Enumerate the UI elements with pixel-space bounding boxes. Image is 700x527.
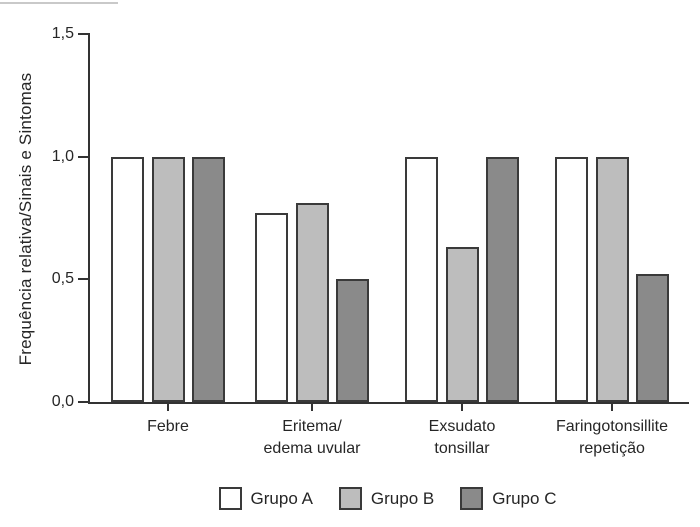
legend-label: Grupo A bbox=[250, 488, 313, 508]
x-category-label: Faringotonsillite repetição bbox=[555, 418, 669, 457]
legend: Grupo A Grupo B Grupo C bbox=[88, 487, 687, 510]
bar-grupo-c bbox=[192, 156, 225, 402]
y-axis-tick bbox=[78, 155, 90, 158]
legend-entry: Grupo A bbox=[218, 487, 313, 510]
bar-grupo-a bbox=[255, 213, 288, 402]
y-axis-tick bbox=[78, 278, 90, 281]
legend-swatch bbox=[218, 487, 242, 510]
bar-grupo-a bbox=[405, 156, 438, 402]
y-axis-tick-label: 0,5 bbox=[51, 270, 74, 288]
y-axis-title: Frequência relativa/Sinais e Sintomas bbox=[16, 72, 35, 366]
y-axis-tick-label: 0,0 bbox=[51, 393, 74, 410]
bar-grupo-c bbox=[636, 274, 669, 402]
y-axis-tick bbox=[78, 401, 90, 403]
legend-label: Grupo B bbox=[370, 488, 435, 508]
x-axis-tick bbox=[461, 402, 463, 411]
bar-grupo-b bbox=[445, 247, 479, 402]
bar-grupo-c bbox=[336, 279, 369, 402]
bar-group bbox=[111, 34, 225, 402]
x-axis-tick bbox=[611, 402, 613, 411]
legend-entry: Grupo B bbox=[338, 487, 435, 510]
y-axis-tick-label: 1,0 bbox=[51, 147, 74, 165]
bar-grupo-c bbox=[486, 156, 519, 402]
bar-grupo-b bbox=[295, 203, 329, 402]
bar-grupo-b bbox=[151, 156, 185, 402]
bar-group bbox=[255, 34, 369, 402]
y-axis-tick-label: 1,5 bbox=[51, 25, 74, 42]
x-category-label: Exsudato tonsillar bbox=[428, 418, 496, 457]
y-axis-tick bbox=[78, 33, 90, 35]
x-axis-tick bbox=[311, 402, 313, 411]
bar-grupo-b bbox=[595, 156, 629, 402]
x-axis-tick bbox=[167, 402, 169, 411]
scan-artifact-line bbox=[0, 2, 118, 4]
legend-entry: Grupo C bbox=[460, 487, 556, 510]
legend-swatch bbox=[460, 487, 484, 510]
x-category-label: Eritema/ edema uvular bbox=[263, 418, 361, 457]
bar-grupo-a bbox=[555, 156, 588, 402]
x-category-label: Febre bbox=[147, 418, 189, 435]
legend-label: Grupo C bbox=[492, 488, 557, 508]
legend-swatch bbox=[338, 487, 362, 510]
bar-group bbox=[405, 34, 519, 402]
bar-grupo-a bbox=[111, 156, 144, 402]
bar-group bbox=[555, 34, 669, 402]
plot-area: 0,0 0,5 1,0 1,5 Febre Eritema/ edema uvular Ex… bbox=[52, 25, 689, 457]
